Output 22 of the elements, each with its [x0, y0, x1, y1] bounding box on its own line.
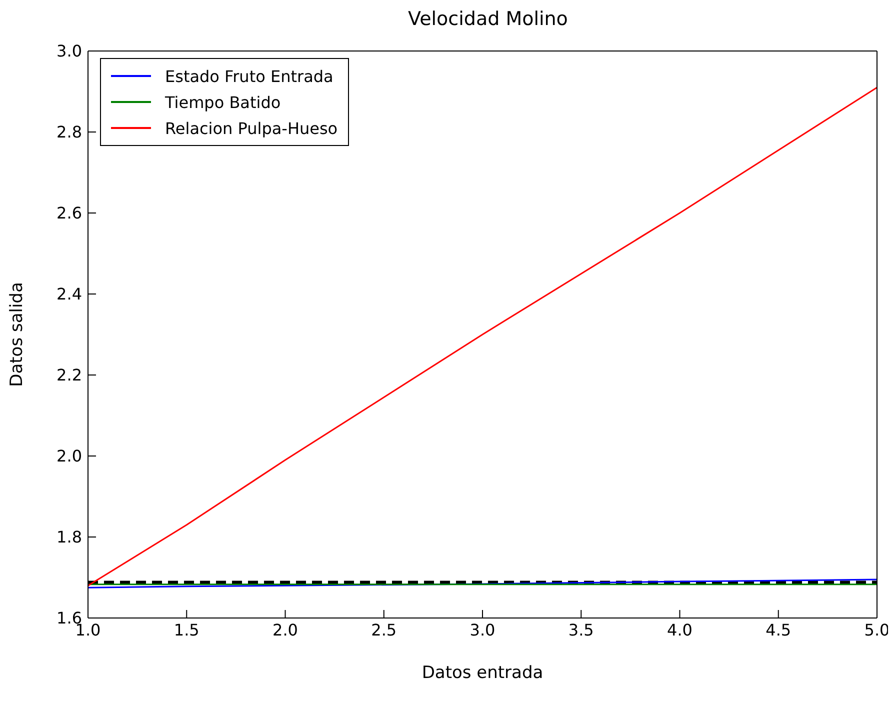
y-tick-label: 2.0	[56, 446, 82, 466]
y-tick-label: 2.4	[56, 284, 82, 304]
line-series	[88, 578, 877, 588]
y-tick-label: 2.6	[56, 204, 82, 223]
x-axis-title: Datos entrada	[422, 663, 544, 684]
x-tick-label: 2.0	[272, 620, 298, 640]
y-tick-label: 1.8	[56, 528, 82, 547]
legend-label: Relacion Pulpa-Hueso	[165, 118, 338, 138]
legend-label: Estado Fruto Entrada	[165, 66, 334, 86]
line-series	[88, 86, 877, 586]
chart-title: Velocidad Molino	[407, 8, 569, 32]
y-tick-label: 2.2	[56, 366, 82, 385]
x-tick-label: 3.5	[568, 620, 594, 640]
x-tick-label: 4.0	[667, 620, 692, 640]
y-axis-title: Datos salida	[7, 282, 28, 387]
x-tick-label: 3.0	[470, 620, 496, 640]
x-tick-label: 2.5	[371, 620, 397, 640]
y-tick-label: 3.0	[56, 42, 82, 61]
y-tick-label: 2.8	[56, 122, 82, 142]
legend-label: Tiempo Batido	[165, 92, 281, 112]
x-tick-label: 4.5	[766, 620, 792, 640]
x-tick-label: 1.5	[174, 620, 200, 640]
